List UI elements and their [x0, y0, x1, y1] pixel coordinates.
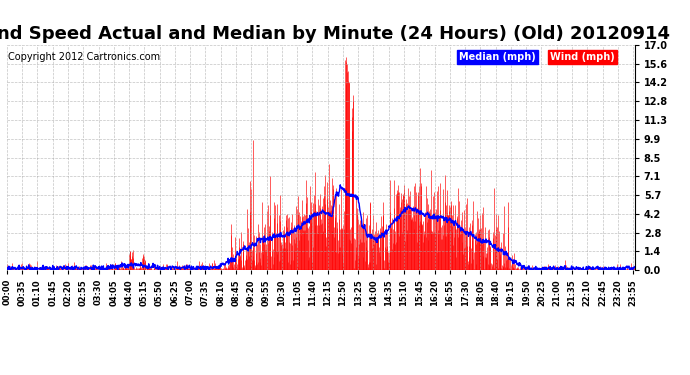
Text: Median (mph): Median (mph)	[459, 52, 535, 62]
Text: Copyright 2012 Cartronics.com: Copyright 2012 Cartronics.com	[8, 52, 160, 62]
Text: Wind (mph): Wind (mph)	[550, 52, 615, 62]
Title: Wind Speed Actual and Median by Minute (24 Hours) (Old) 20120914: Wind Speed Actual and Median by Minute (…	[0, 26, 671, 44]
